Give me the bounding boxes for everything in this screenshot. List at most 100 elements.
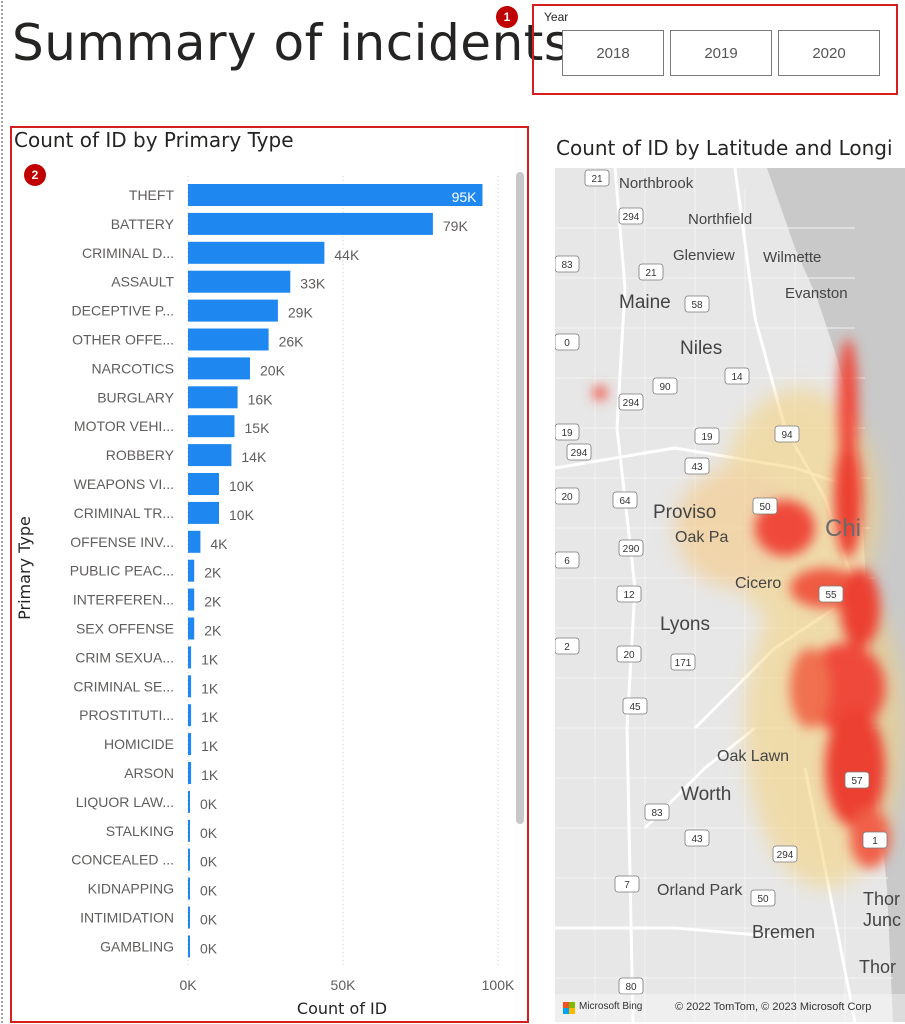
road-shield: 83 <box>555 255 580 273</box>
svg-text:294: 294 <box>623 398 640 409</box>
bar[interactable] <box>188 848 190 871</box>
slicer-option-2020[interactable]: 2020 <box>778 30 880 76</box>
bar[interactable] <box>188 704 192 727</box>
bar[interactable] <box>188 819 190 842</box>
category-label: ARSON <box>124 765 174 781</box>
bar[interactable] <box>188 415 235 438</box>
category-label: INTERFEREN... <box>73 592 174 608</box>
svg-text:83: 83 <box>561 260 573 271</box>
category-label: CONCEALED ... <box>71 852 174 868</box>
map-place-label: Cicero <box>735 575 781 592</box>
bar[interactable] <box>188 877 190 900</box>
data-label: 20K <box>260 362 286 378</box>
road-shield: 80 <box>618 977 644 995</box>
road-shield: 94 <box>774 425 800 443</box>
bar[interactable] <box>188 270 291 293</box>
svg-text:83: 83 <box>651 808 663 819</box>
marker-badge-2: 2 <box>24 164 46 186</box>
page-title: Summary of incidents <box>12 14 571 72</box>
bar[interactable] <box>188 184 483 206</box>
bar[interactable] <box>188 935 190 958</box>
svg-text:0: 0 <box>564 338 570 349</box>
data-label: 0K <box>200 940 218 956</box>
road-shield: 83 <box>644 803 670 821</box>
slicer-option-2019[interactable]: 2019 <box>670 30 772 76</box>
road-shield: 58 <box>684 295 710 313</box>
bar[interactable] <box>188 646 192 669</box>
map-place-label: Orland Park <box>657 882 743 899</box>
category-label: ASSAULT <box>111 274 174 290</box>
map-place-label: Proviso <box>653 502 716 523</box>
data-label: 26K <box>279 334 305 350</box>
map-copyright: © 2022 TomTom, © 2023 Microsoft Corp <box>675 1001 872 1013</box>
road-shield: 2 <box>555 637 580 655</box>
bar[interactable] <box>188 386 238 409</box>
road-shield: 294 <box>566 443 592 461</box>
map-visual[interactable]: Count of ID by Latitude and Longi <box>555 128 905 1022</box>
svg-text:14: 14 <box>731 372 743 383</box>
bar[interactable] <box>188 790 190 813</box>
bar[interactable] <box>188 241 325 264</box>
road-shield: 50 <box>750 889 776 907</box>
svg-text:50: 50 <box>757 894 769 905</box>
road-shield: 43 <box>684 829 710 847</box>
category-label: THEFT <box>129 187 175 203</box>
bar[interactable] <box>188 501 219 524</box>
vertical-scrollbar[interactable] <box>516 172 524 824</box>
map-place-label: Maine <box>619 292 671 313</box>
bar[interactable] <box>188 473 219 495</box>
data-label: 10K <box>229 478 255 494</box>
bar[interactable] <box>188 212 433 235</box>
data-label: 95K <box>452 189 478 205</box>
bar[interactable] <box>188 675 192 698</box>
svg-text:290: 290 <box>623 544 640 555</box>
road-shield: 7 <box>614 875 640 893</box>
road-shield: 0 <box>555 333 580 351</box>
svg-text:80: 80 <box>625 982 637 993</box>
category-label: MOTOR VEHI... <box>74 418 174 434</box>
map-place-label: Bremen <box>752 922 815 942</box>
category-label: SEX OFFENSE <box>76 621 174 637</box>
svg-text:7: 7 <box>624 880 630 891</box>
bar[interactable] <box>188 357 250 380</box>
data-label: 10K <box>229 507 255 523</box>
slicer-label: Year <box>544 10 569 24</box>
road-shield: 50 <box>752 497 778 515</box>
road-shield: 6 <box>555 551 580 569</box>
bar[interactable] <box>188 906 190 929</box>
category-label: ROBBERY <box>106 447 175 463</box>
data-label: 15K <box>245 420 271 436</box>
canvas-dotted-edge <box>0 0 4 1024</box>
svg-text:94: 94 <box>781 430 793 441</box>
svg-text:20: 20 <box>623 650 635 661</box>
category-label: STALKING <box>106 823 174 839</box>
svg-text:90: 90 <box>659 382 671 393</box>
bar[interactable] <box>188 762 192 784</box>
road-shield: 294 <box>772 845 798 863</box>
svg-text:20: 20 <box>561 492 573 503</box>
y-axis-title: Primary Type <box>15 516 34 620</box>
bar[interactable] <box>188 617 195 640</box>
road-shield: 90 <box>652 377 678 395</box>
category-label: HOMICIDE <box>104 736 174 752</box>
bar[interactable] <box>188 588 195 611</box>
bar[interactable] <box>188 444 232 467</box>
bar[interactable] <box>188 733 192 756</box>
category-label: PUBLIC PEAC... <box>70 563 174 579</box>
bar[interactable] <box>188 299 278 322</box>
map-place-label: Thor <box>863 889 900 909</box>
bar[interactable] <box>188 559 195 582</box>
category-label: BATTERY <box>111 216 175 232</box>
road-shield: 294 <box>618 393 644 411</box>
slicer-option-2018[interactable]: 2018 <box>562 30 664 76</box>
map-title: Count of ID by Latitude and Longi <box>556 136 893 160</box>
bar[interactable] <box>188 530 201 553</box>
data-label: 1K <box>201 680 219 696</box>
bar-chart-visual[interactable]: Count of ID by Primary Type 2 95K 79K 44K 3… <box>10 126 529 1023</box>
road-shield: 171 <box>670 653 696 671</box>
map-area[interactable]: Northbrook Northfield Glenview Wilmette … <box>555 168 905 1022</box>
data-label: 16K <box>248 391 274 407</box>
bar[interactable] <box>188 328 269 351</box>
category-label: OTHER OFFE... <box>72 332 174 348</box>
road-shield: 55 <box>818 585 844 603</box>
